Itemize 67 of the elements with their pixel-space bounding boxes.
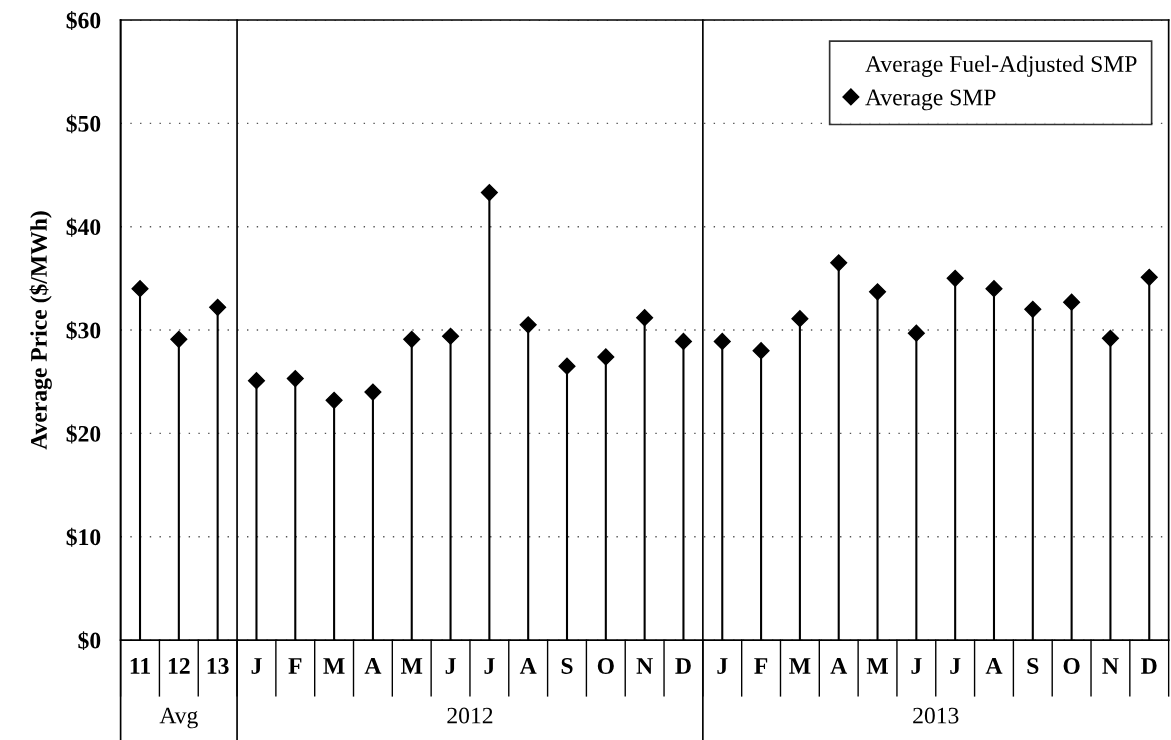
x-tick-label: J [717, 658, 728, 674]
point [830, 254, 848, 272]
x-tick-label: S [1027, 658, 1039, 674]
x-tick-label: A [364, 658, 382, 674]
x-tick-label: F [288, 658, 302, 674]
x-tick-label: S [561, 658, 573, 674]
point [985, 280, 1003, 298]
point [1063, 293, 1081, 311]
point [1024, 300, 1042, 318]
x-tick-label: J [911, 658, 922, 674]
text: 2013 [913, 707, 959, 724]
x-tick-label: J [251, 658, 262, 674]
x-tick-label: O [1063, 658, 1080, 674]
x-tick-label: 13 [207, 658, 229, 674]
point [907, 324, 925, 342]
point [597, 348, 615, 366]
y-tick-label: $30 [66, 321, 101, 341]
point [480, 184, 498, 202]
point [636, 309, 654, 327]
point [1101, 329, 1119, 347]
point [1140, 268, 1158, 286]
x-tick-label: D [675, 658, 691, 674]
x-tick-label: O [597, 658, 614, 674]
point [131, 280, 149, 298]
x-tick-label: M [323, 658, 345, 674]
x-tick-label: A [519, 658, 537, 674]
y-tick-label: $10 [66, 527, 101, 547]
point [674, 332, 693, 350]
x-tick-label: J [950, 658, 961, 674]
x-tick-label: A [985, 658, 1003, 674]
point [868, 283, 887, 301]
x-tick-label: J [484, 658, 495, 674]
point [364, 383, 382, 401]
point [713, 332, 731, 350]
x-tick-label: D [1141, 658, 1157, 674]
point [791, 310, 809, 328]
point [442, 327, 460, 345]
x-tick-label: M [866, 658, 888, 674]
x-tick-label: N [636, 658, 653, 674]
y-tick-label: $0 [78, 631, 101, 651]
point [558, 357, 576, 375]
x-tick-label: 11 [130, 658, 150, 674]
x-tick-label: N [1102, 658, 1119, 674]
point [325, 391, 343, 409]
x-tick-label: 12 [168, 658, 190, 674]
text: Average Fuel-Adjusted SMP [865, 55, 1137, 77]
y-tick-label: $60 [66, 11, 101, 30]
text: Avg [159, 707, 198, 729]
point [209, 298, 227, 316]
x-tick-label: A [830, 658, 848, 674]
point [519, 316, 537, 334]
x-tick-label: M [789, 658, 811, 674]
legend-label: Average SMP [865, 89, 996, 111]
y-tick-label: $20 [66, 424, 101, 444]
y-tick-label: $50 [66, 114, 101, 134]
text: 2012 [447, 707, 493, 724]
y-axis-title: Average Price ($/MWh) [29, 211, 52, 450]
point [946, 269, 964, 287]
y-tick-label: $40 [66, 217, 101, 237]
point [286, 370, 304, 388]
x-tick-label: M [401, 658, 423, 674]
x-tick-label: F [754, 658, 768, 674]
x-tick-label: J [445, 658, 456, 674]
point [752, 342, 770, 360]
point [247, 372, 266, 390]
point [403, 330, 421, 348]
point [170, 330, 188, 348]
